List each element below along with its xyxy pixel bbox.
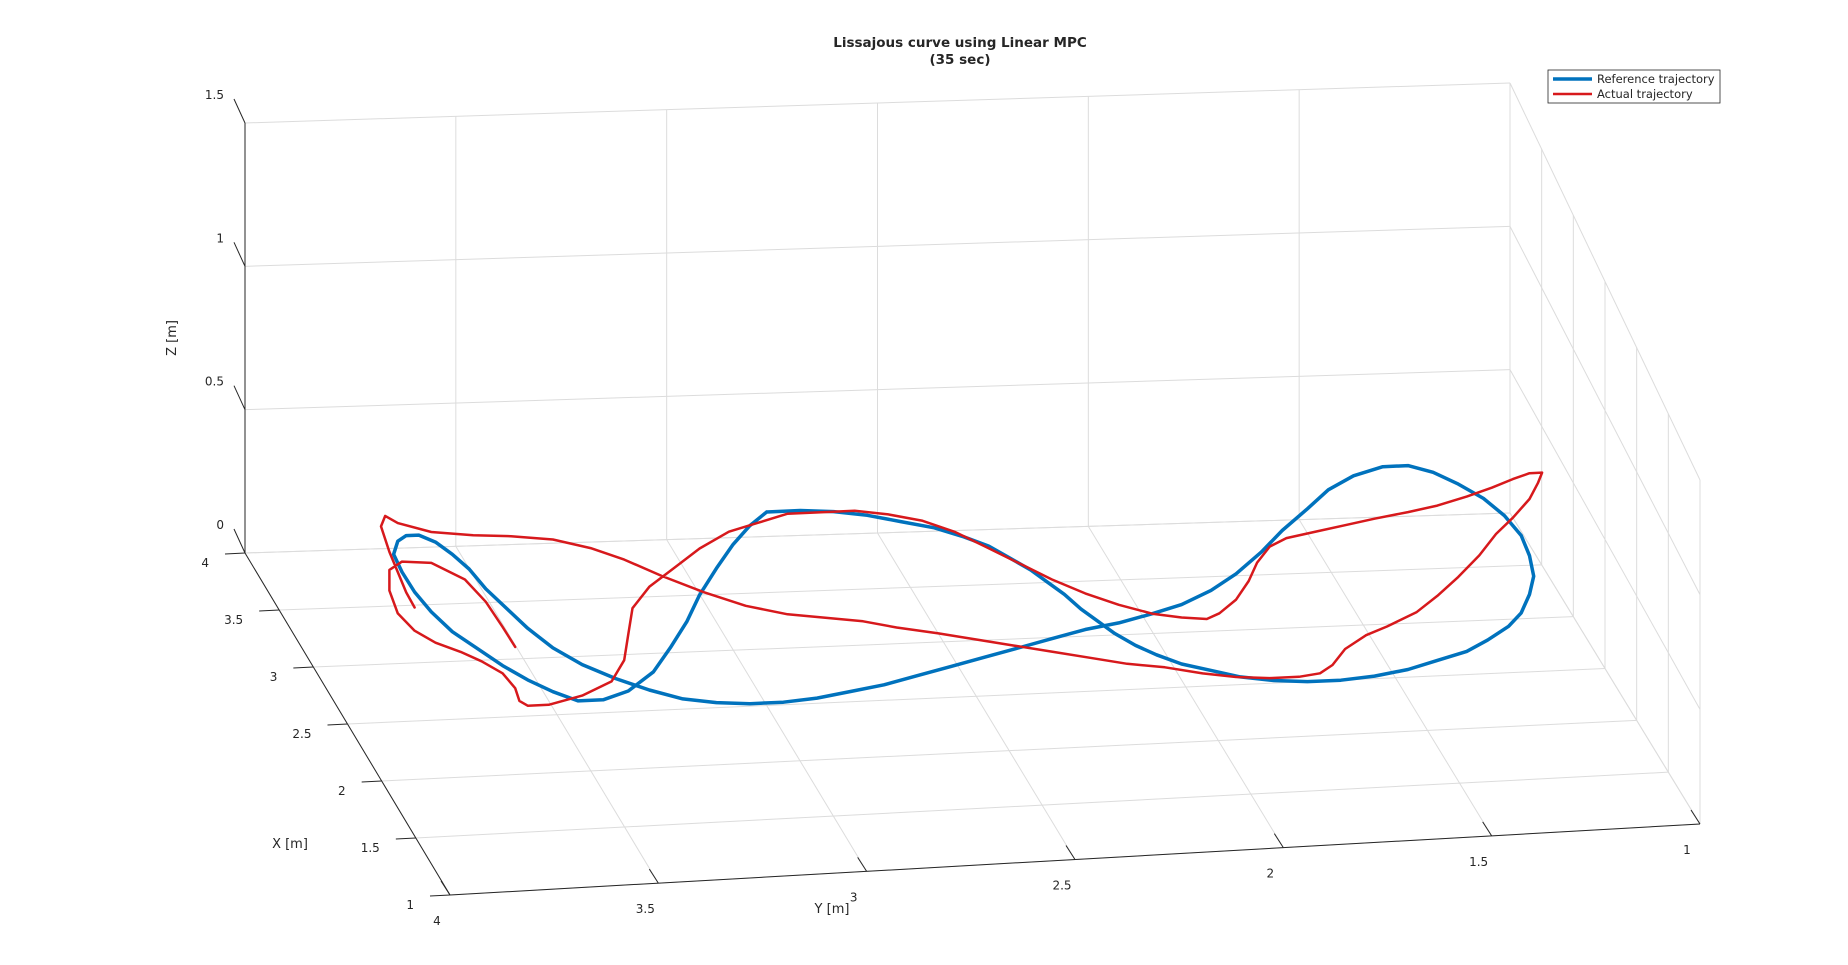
y-tick-mark bbox=[440, 880, 451, 896]
legend-label-reference: Reference trajectory bbox=[1597, 72, 1715, 86]
z-tick-mark bbox=[233, 98, 246, 124]
x-tick-mark bbox=[395, 837, 416, 840]
z-tick-mark bbox=[233, 528, 246, 554]
x-tick-mark bbox=[429, 894, 451, 897]
floor-gridline-y bbox=[1087, 526, 1284, 848]
y-tick-label: 2.5 bbox=[1052, 879, 1071, 893]
grid-layer bbox=[244, 82, 1701, 896]
x-tick-label: 2 bbox=[338, 784, 346, 798]
z-tick-label: 0 bbox=[216, 518, 224, 532]
y-tick-mark bbox=[1065, 845, 1076, 860]
y-tick-label: 1.5 bbox=[1469, 855, 1488, 869]
floor-gridline-y bbox=[877, 532, 1076, 860]
side-wall-gridline-horizontal bbox=[1509, 369, 1701, 710]
y-tick-mark bbox=[1482, 821, 1493, 837]
y-axis-label: Y [m] bbox=[814, 902, 850, 917]
legend: Reference trajectory Actual trajectory bbox=[1547, 69, 1721, 104]
axis-layer bbox=[244, 123, 1701, 896]
z-tick-mark bbox=[233, 242, 246, 267]
series-layer bbox=[379, 463, 1544, 707]
y-tick-label: 1 bbox=[1683, 843, 1691, 857]
back-wall-gridline-horizontal bbox=[244, 512, 1511, 554]
x-tick-mark bbox=[293, 666, 314, 669]
y-tick-label: 2 bbox=[1267, 867, 1275, 881]
y-tick-label: 3.5 bbox=[636, 902, 655, 916]
z-tick-mark bbox=[233, 385, 246, 410]
chart-subtitle: (35 sec) bbox=[929, 52, 990, 68]
series-line-actual bbox=[379, 471, 1544, 707]
y-tick-label: 4 bbox=[433, 914, 441, 928]
y-tick-mark bbox=[1690, 809, 1701, 825]
z-axis-label: Z [m] bbox=[165, 320, 180, 356]
z-tick-label: 1.5 bbox=[205, 88, 224, 102]
z-tick-label: 0.5 bbox=[205, 375, 224, 389]
x-tick-label: 1.5 bbox=[361, 841, 380, 855]
x-tick-label: 2.5 bbox=[292, 727, 311, 741]
x-tick-label: 3.5 bbox=[224, 613, 243, 627]
legend-box bbox=[1547, 69, 1721, 104]
x-tick-mark bbox=[224, 552, 246, 555]
z-tick-label: 1 bbox=[216, 231, 224, 245]
x-tick-mark bbox=[327, 723, 348, 726]
series-line-reference bbox=[391, 463, 1536, 706]
x-tick-mark bbox=[361, 780, 382, 783]
y-tick-mark bbox=[648, 868, 659, 884]
x-tick-label: 3 bbox=[270, 670, 278, 684]
side-wall-gridline-horizontal bbox=[1509, 226, 1701, 595]
side-wall-gridline-horizontal bbox=[1509, 512, 1701, 825]
y-tick-mark bbox=[1273, 833, 1284, 848]
legend-label-actual: Actual trajectory bbox=[1597, 87, 1693, 101]
back-wall-gridline-horizontal bbox=[244, 225, 1511, 267]
x-tick-mark bbox=[259, 609, 280, 612]
y-tick-label: 3 bbox=[850, 890, 858, 904]
y-tick-mark bbox=[857, 857, 868, 872]
x-tick-label: 4 bbox=[201, 556, 209, 570]
chart-title: Lissajous curve using Linear MPC bbox=[833, 35, 1087, 51]
floor-gridline-y bbox=[1298, 519, 1493, 837]
x-tick-label: 1 bbox=[406, 898, 414, 912]
back-wall-gridline-horizontal bbox=[244, 369, 1511, 411]
side-wall-gridline-horizontal bbox=[1509, 82, 1701, 481]
back-wall-gridline-horizontal bbox=[244, 82, 1511, 124]
floor-gridline-y bbox=[455, 546, 659, 884]
tick-label-layer: 4 3.5 3 2.5 2 1.5 1 1 1.5 2 2.5 3 3.5 4 0 0.5 1 1.5 bbox=[201, 88, 1701, 928]
x-axis-label: X [m] bbox=[272, 837, 308, 852]
